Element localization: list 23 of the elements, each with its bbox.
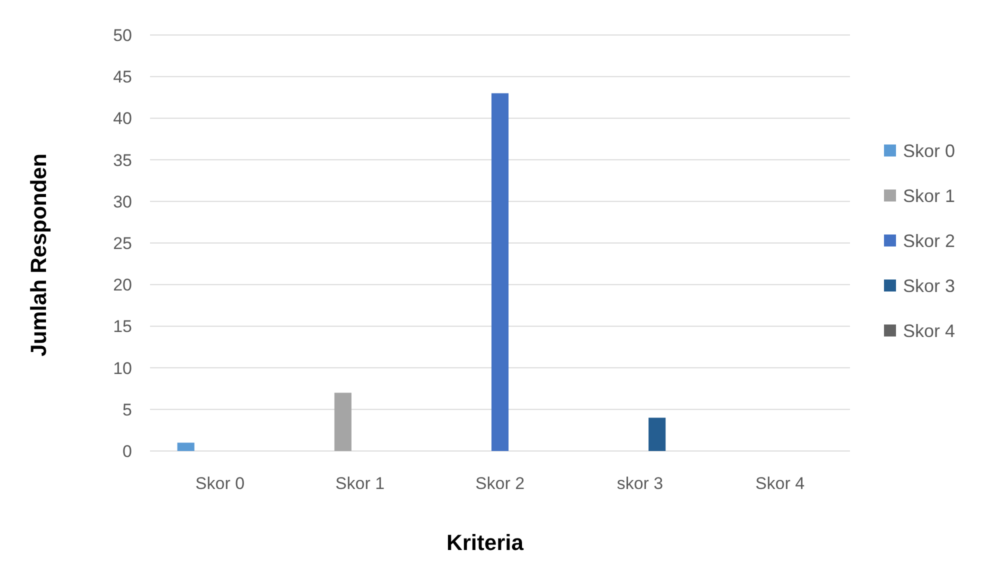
x-tick-label: skor 3 <box>616 474 664 493</box>
y-tick-label: 25 <box>113 234 132 253</box>
x-tick-label: Skor 2 <box>475 474 525 493</box>
y-tick-label: 5 <box>122 400 132 420</box>
x-axis-title: Kriteria <box>446 530 524 555</box>
y-tick-label: 0 <box>122 442 132 461</box>
y-tick-label: 50 <box>113 26 132 45</box>
y-tick-label: 35 <box>113 150 132 170</box>
x-tick-label: Skor 4 <box>755 474 805 493</box>
x-tick-label: Skor 0 <box>195 474 245 493</box>
y-tick-label: 10 <box>113 358 132 378</box>
y-tick-label: 30 <box>113 192 132 212</box>
y-axis-title: Jumlah Responden <box>26 154 51 356</box>
legend-label: Skor 3 <box>903 276 956 296</box>
legend-label: Skor 2 <box>903 230 956 251</box>
legend-label: Skor 1 <box>903 186 956 206</box>
legend-label: Skor 0 <box>903 140 956 161</box>
y-tick-label: 15 <box>113 317 132 336</box>
x-tick-label: Skor 1 <box>335 474 385 493</box>
y-tick-label: 40 <box>113 109 132 128</box>
legend-label: Skor 4 <box>903 320 956 341</box>
y-tick-label: 20 <box>113 276 132 295</box>
y-tick-label: 45 <box>113 68 132 87</box>
